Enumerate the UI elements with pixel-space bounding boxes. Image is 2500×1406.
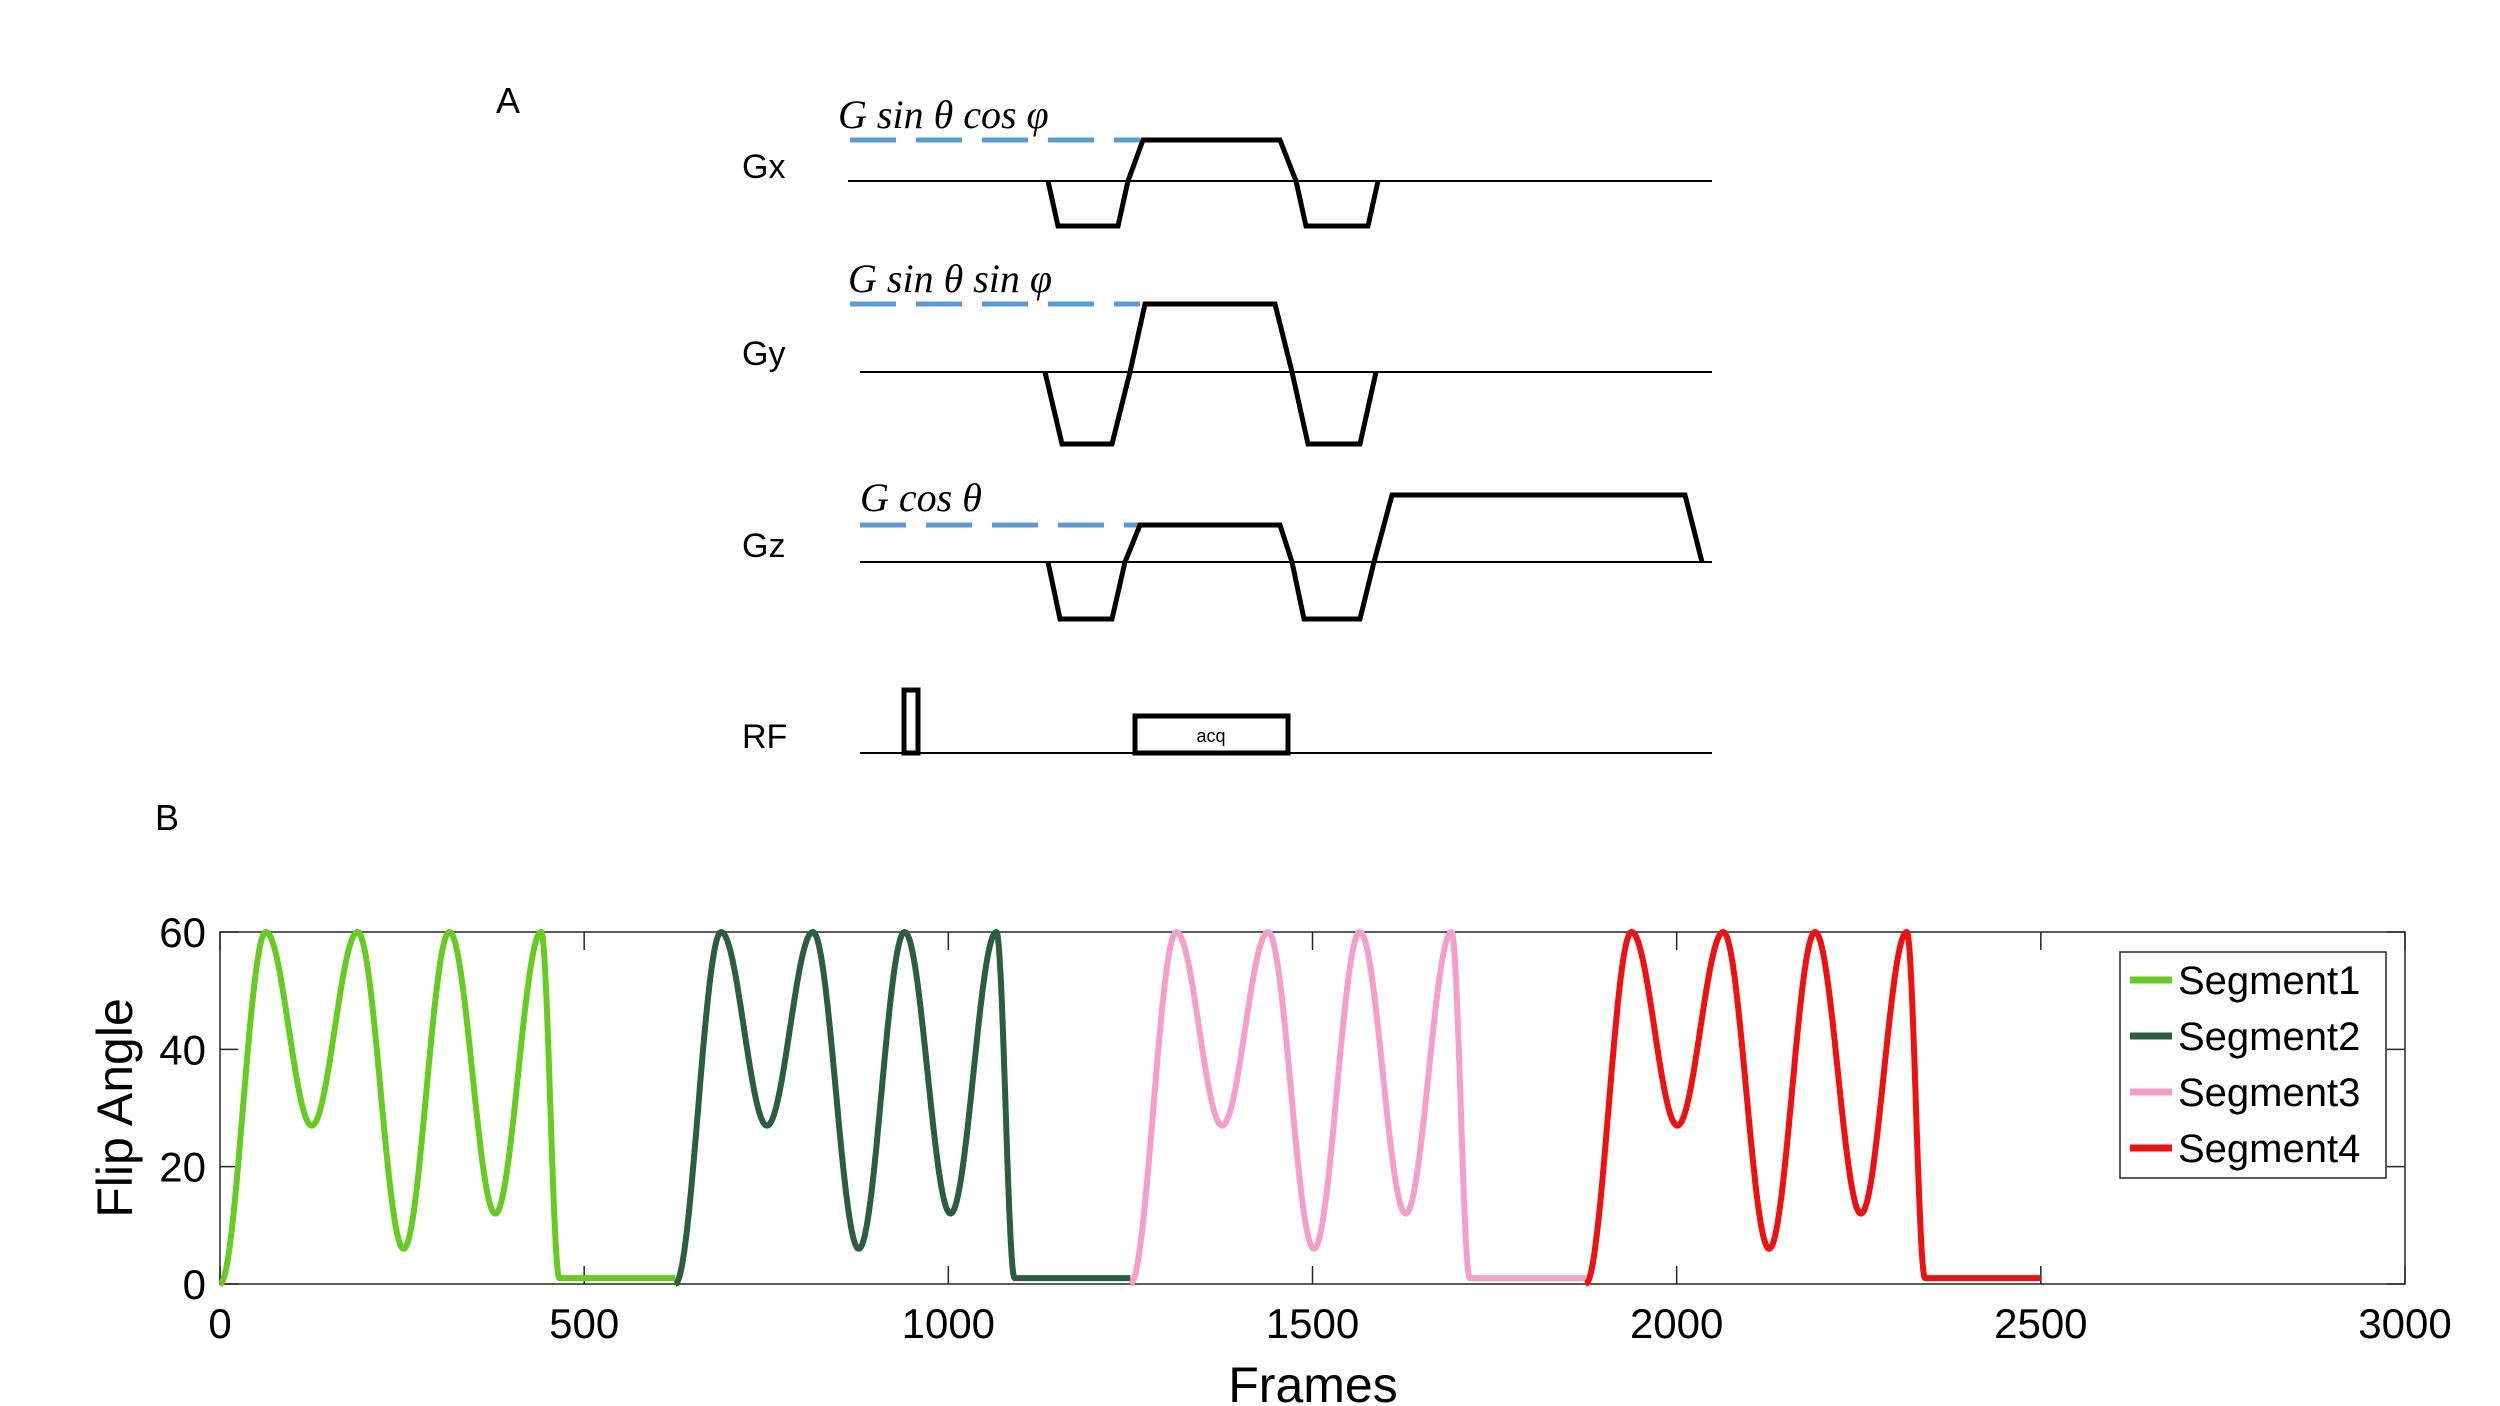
gz-channel: G cos θ Gz (742, 475, 1712, 622)
panel-a-label: A (496, 80, 520, 121)
rf-pulse (901, 687, 921, 756)
legend-label-2: Segment2 (2178, 1015, 2360, 1059)
panel-b-label: B (155, 797, 179, 838)
gz-waveform (1045, 492, 1705, 622)
acq-label: acq (1196, 726, 1225, 746)
x-tick-label: 0 (208, 1300, 231, 1347)
gx-formula: G sin θ cos φ (838, 92, 1049, 137)
y-tick-label: 40 (159, 1026, 206, 1073)
gy-formula: G sin θ sin φ (848, 256, 1052, 301)
rf-channel: RF acq (742, 687, 1712, 756)
legend-label-1: Segment1 (2178, 959, 2360, 1003)
axis-ticks: 0 500 1000 1500 2000 2500 3000 0 20 40 60 (159, 909, 2451, 1347)
gy-label: Gy (742, 335, 785, 373)
series-line-1 (218, 929, 676, 1287)
acq-window (1132, 713, 1291, 756)
flip-angle-chart: 0 500 1000 1500 2000 2500 3000 0 20 40 60 Frames F… (87, 909, 2452, 1406)
x-tick-label: 1000 (902, 1300, 995, 1347)
rf-label: RF (742, 718, 787, 756)
gx-label: Gx (742, 148, 785, 186)
gx-channel: G sin θ cos φ Gx (742, 92, 1712, 229)
legend-box (2119, 951, 2387, 1179)
gz-label: Gz (742, 527, 785, 565)
legend-label-3: Segment3 (2178, 1071, 2360, 1115)
x-axis-label: Frames (1228, 1357, 1397, 1406)
y-tick-label: 20 (159, 1144, 206, 1191)
x-tick-label: 500 (549, 1300, 619, 1347)
legend-label-4: Segment4 (2178, 1127, 2360, 1171)
gz-formula: G cos θ (860, 475, 982, 520)
y-tick-label: 60 (159, 909, 206, 956)
x-tick-label: 2000 (1630, 1300, 1723, 1347)
x-tick-label: 2500 (1994, 1300, 2087, 1347)
y-tick-label: 0 (183, 1261, 206, 1308)
series-line-4 (1583, 929, 2041, 1287)
gy-waveform (1042, 301, 1379, 447)
gx-waveform (1045, 137, 1381, 229)
legend: Segment1 Segment2 Segment3 Segment4 (2119, 951, 2387, 1179)
y-axis-label: Flip Angle (87, 998, 143, 1218)
series-line-2 (673, 929, 1131, 1287)
x-tick-label: 1500 (1266, 1300, 1359, 1347)
x-tick-label: 3000 (2358, 1300, 2451, 1347)
gy-channel: G sin θ sin φ Gy (742, 256, 1712, 447)
series-line-3 (1128, 929, 1586, 1287)
series-lines (218, 929, 2041, 1287)
